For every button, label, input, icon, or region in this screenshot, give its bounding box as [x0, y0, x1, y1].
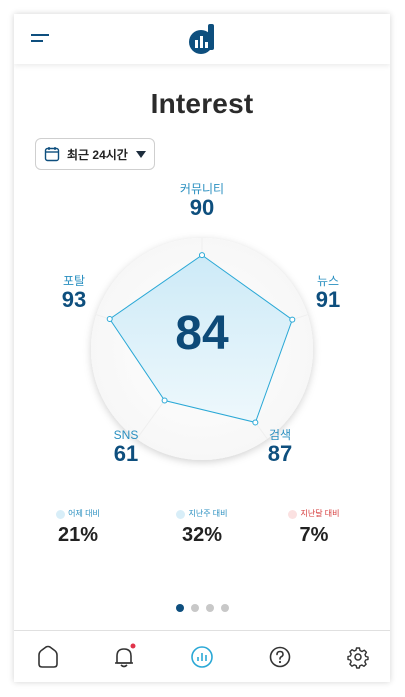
axis-value: 91 — [288, 288, 368, 312]
app-frame: Interest 최근 24시간 — [14, 14, 390, 682]
stats-icon[interactable] — [188, 643, 216, 671]
stat-last-month: 지난달 대비 7% — [264, 508, 364, 548]
axis-name: 뉴스 — [288, 274, 368, 288]
calendar-icon — [44, 146, 60, 162]
axis-value: 93 — [34, 288, 114, 312]
axis-value: 90 — [162, 196, 242, 220]
help-icon[interactable] — [266, 643, 294, 671]
axis-label-news: 뉴스 91 — [288, 274, 368, 312]
home-icon[interactable] — [34, 643, 62, 671]
period-dropdown[interactable]: 최근 24시간 — [35, 138, 155, 170]
radar-point — [107, 317, 112, 322]
page-title: Interest — [14, 88, 390, 120]
radar-point — [290, 317, 295, 322]
axis-label-portal: 포탈 93 — [34, 274, 114, 312]
trend-down-icon — [288, 510, 297, 519]
radar-point — [253, 420, 258, 425]
overall-score: 84 — [152, 306, 252, 362]
page-dot[interactable] — [191, 604, 199, 612]
chevron-down-icon — [136, 151, 146, 158]
stat-yesterday: 어제 대비 21% — [28, 508, 128, 548]
settings-icon[interactable] — [344, 643, 372, 671]
hamburger-menu-icon[interactable] — [28, 28, 54, 50]
axis-name: SNS — [86, 428, 166, 442]
axis-name: 검색 — [240, 428, 320, 442]
period-dropdown-value: 최근 24시간 — [67, 146, 128, 163]
axis-value: 61 — [86, 442, 166, 466]
stat-label: 어제 대비 — [68, 508, 100, 520]
stat-label: 지난달 대비 — [300, 508, 339, 520]
page-indicator — [14, 604, 390, 612]
radar-point — [162, 398, 167, 403]
axis-label-sns: SNS 61 — [86, 428, 166, 466]
page-dot[interactable] — [206, 604, 214, 612]
page-dot[interactable] — [176, 604, 184, 612]
axis-label-community: 커뮤니티 90 — [162, 182, 242, 220]
axis-name: 포탈 — [34, 274, 114, 288]
d-logo-icon[interactable] — [186, 22, 220, 56]
stat-value: 21% — [28, 522, 128, 548]
stat-value: 7% — [264, 522, 364, 548]
radar-point — [200, 253, 205, 258]
trend-up-icon — [56, 510, 65, 519]
comparison-stats: 어제 대비 21% 지난주 대비 32% 지난달 대비 7% — [14, 504, 390, 554]
stat-value: 32% — [152, 522, 252, 548]
stat-last-week: 지난주 대비 32% — [152, 508, 252, 548]
axis-label-search: 검색 87 — [240, 428, 320, 466]
notification-badge — [131, 644, 136, 649]
top-app-bar — [14, 14, 390, 64]
page-dot[interactable] — [221, 604, 229, 612]
trend-up-icon — [176, 510, 185, 519]
bottom-navigation — [14, 630, 390, 682]
axis-value: 87 — [240, 442, 320, 466]
notification-bell-icon[interactable] — [110, 643, 138, 671]
stat-label: 지난주 대비 — [188, 508, 227, 520]
axis-name: 커뮤니티 — [162, 182, 242, 196]
